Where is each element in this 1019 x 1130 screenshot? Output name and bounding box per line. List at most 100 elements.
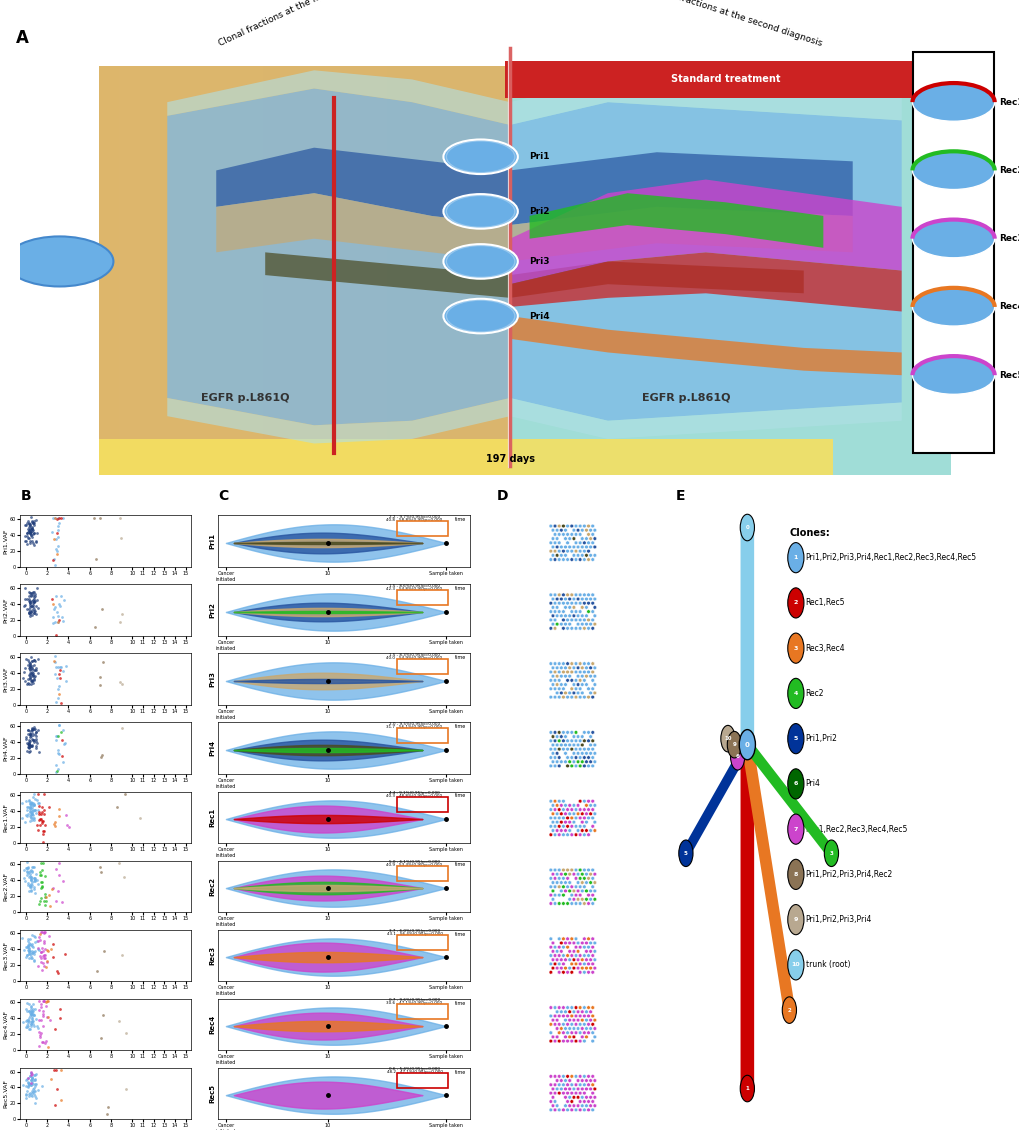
Point: [16, 532, 33, 550]
Point: [23, 522, 40, 540]
Point: [25, 668, 42, 686]
Point: [25, 731, 42, 749]
Point: [40, 941, 56, 959]
Point: [24, 1064, 41, 1083]
Point: [37, 957, 53, 975]
Point: [48, 756, 64, 774]
Point: [50, 612, 66, 631]
Point: [18, 650, 35, 668]
Point: [18, 730, 35, 748]
Point: [21, 1009, 38, 1027]
Point: [22, 1086, 39, 1104]
Point: [19, 936, 36, 954]
Text: Pri1,Pri2,Pri3,Pri4: Pri1,Pri2,Pri3,Pri4: [805, 915, 871, 924]
Point: [29, 870, 45, 888]
Polygon shape: [167, 398, 901, 443]
Point: [25, 869, 42, 887]
Point: [24, 942, 41, 960]
Point: [26, 801, 43, 819]
Point: [24, 800, 41, 818]
Point: [51, 715, 67, 733]
Text: trunk (root): trunk (root): [805, 960, 849, 970]
Y-axis label: Pri1: Pri1: [209, 533, 215, 549]
Point: [48, 588, 64, 606]
Bar: [504, 61, 955, 97]
Point: [24, 805, 41, 823]
Point: [93, 862, 109, 880]
Text: 1.5 - 8.3%(0.95)p=0.000: 1.5 - 8.3%(0.95)p=0.000: [388, 653, 439, 658]
Point: [29, 1017, 45, 1035]
Point: [28, 928, 44, 946]
Point: [21, 661, 38, 679]
Point: [23, 1081, 40, 1099]
Text: Standard treatment: Standard treatment: [671, 75, 780, 85]
Point: [19, 938, 36, 956]
Point: [26, 725, 43, 744]
Point: [93, 1029, 109, 1048]
Y-axis label: Rec2.VAF: Rec2.VAF: [4, 871, 8, 901]
Point: [26, 670, 43, 688]
Point: [21, 653, 38, 671]
Point: [23, 802, 40, 820]
Point: [24, 949, 41, 967]
Text: time: time: [454, 1000, 466, 1006]
Text: 0.7 - 9.6%(0.95)p=0.000: 0.7 - 9.6%(0.95)p=0.000: [388, 998, 439, 1002]
Point: [22, 803, 39, 822]
Point: [24, 514, 41, 532]
Point: [20, 583, 37, 601]
Point: [37, 923, 53, 941]
Point: [21, 796, 38, 814]
Point: [21, 798, 38, 816]
Point: [31, 806, 47, 824]
Point: [24, 793, 41, 811]
Point: [40, 992, 56, 1010]
Point: [21, 520, 38, 538]
Text: E: E: [676, 489, 685, 503]
Point: [37, 923, 53, 941]
Point: [36, 924, 52, 942]
Point: [28, 727, 44, 745]
Point: [15, 861, 32, 879]
Text: 4: 4: [793, 690, 797, 696]
Point: [28, 585, 44, 603]
Point: [24, 936, 41, 954]
Point: [113, 529, 129, 547]
Point: [49, 762, 65, 780]
Point: [24, 606, 41, 624]
Point: [23, 659, 40, 677]
Point: [24, 666, 41, 684]
Point: [54, 608, 70, 626]
Point: [18, 1085, 35, 1103]
Point: [50, 614, 66, 632]
Point: [22, 947, 39, 965]
Bar: [510, 66, 950, 476]
Text: 1.5 - 8.6%(0.95)p=0.000: 1.5 - 8.6%(0.95)p=0.000: [388, 584, 439, 589]
Point: [24, 520, 41, 538]
Text: time: time: [454, 724, 466, 730]
Point: [22, 868, 39, 886]
Text: 40.3 - 48.8%(0.95)p=0.000: 40.3 - 48.8%(0.95)p=0.000: [386, 794, 442, 799]
Point: [26, 720, 43, 738]
Point: [23, 873, 40, 892]
Text: 5: 5: [793, 736, 797, 741]
Point: [18, 1069, 35, 1087]
Point: [24, 941, 41, 959]
Point: [24, 668, 41, 686]
Point: [20, 521, 37, 539]
Polygon shape: [216, 148, 852, 225]
Point: [20, 734, 37, 753]
Point: [21, 1087, 38, 1105]
Point: [19, 993, 36, 1011]
Point: [26, 1081, 43, 1099]
Point: [15, 669, 32, 687]
Point: [20, 1077, 37, 1095]
Y-axis label: Rec1: Rec1: [209, 808, 215, 827]
Point: [25, 598, 42, 616]
Point: [26, 523, 43, 541]
Point: [25, 796, 42, 814]
Point: [18, 515, 35, 533]
Point: [23, 521, 40, 539]
Point: [118, 1080, 135, 1098]
Text: time: time: [454, 793, 466, 799]
Point: [22, 670, 39, 688]
